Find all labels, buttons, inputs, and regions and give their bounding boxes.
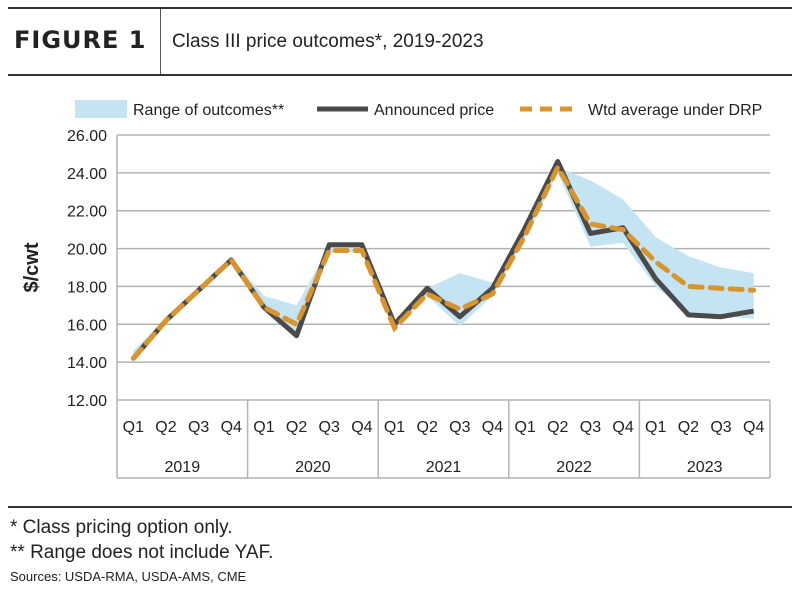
x-tick-label: Q3 <box>710 419 731 436</box>
y-tick-label: 12.00 <box>67 393 107 410</box>
legend-label-announced: Announced price <box>374 102 494 119</box>
legend-label-drp: Wtd average under DRP <box>588 102 762 119</box>
footnote-class-pricing: * Class pricing option only. <box>10 517 233 538</box>
y-tick-label: 14.00 <box>67 355 107 372</box>
chart: 12.00 14.00 16.00 18.00 20.00 22.00 24.00 26.00… <box>21 100 771 479</box>
x-tick-label: Q2 <box>417 419 438 436</box>
x-tick-label: Q2 <box>678 419 699 436</box>
figure-title: Class III price outcomes*, 2019-2023 <box>172 31 484 52</box>
y-tick-label: 24.00 <box>67 166 107 183</box>
header-rule <box>8 74 792 76</box>
x-tick-label: Q1 <box>514 419 535 436</box>
y-tick-label: 18.00 <box>67 279 107 296</box>
x-tick-label: Q4 <box>482 419 503 436</box>
year-label: 2021 <box>426 459 462 476</box>
range-band <box>133 167 754 363</box>
x-tick-label: Q2 <box>155 419 176 436</box>
x-tick-label: Q4 <box>221 419 242 436</box>
y-axis-label: $/cwt <box>21 242 43 292</box>
footnotes: * Class pricing option only. ** Range do… <box>10 515 273 584</box>
x-tick-label: Q1 <box>253 419 274 436</box>
x-tick-label: Q3 <box>319 419 340 436</box>
sources: Sources: USDA-RMA, USDA-AMS, CME <box>10 569 247 584</box>
x-tick-label: Q1 <box>123 419 144 436</box>
x-tick-label: Q1 <box>384 419 405 436</box>
year-label: 2019 <box>165 459 201 476</box>
y-tick-label: 16.00 <box>67 317 107 334</box>
year-label: 2020 <box>295 459 331 476</box>
x-tick-label: Q4 <box>612 419 633 436</box>
footnote-range: ** Range does not include YAF. <box>10 542 274 563</box>
x-tick-label: Q4 <box>351 419 372 436</box>
legend-label-range: Range of outcomes** <box>133 102 284 119</box>
x-tick-label: Q2 <box>286 419 307 436</box>
footer-rule <box>8 506 792 508</box>
x-tick-label: Q3 <box>188 419 209 436</box>
figure-label: FIGURE 1 <box>14 26 147 54</box>
legend-swatch-range <box>75 100 127 118</box>
x-tick-label: Q2 <box>547 419 568 436</box>
x-tick-label: Q1 <box>645 419 666 436</box>
x-tick-label: Q4 <box>743 419 764 436</box>
drp-average-line <box>130 161 757 361</box>
header-divider <box>160 9 161 75</box>
x-tick-label: Q3 <box>580 419 601 436</box>
year-label: 2022 <box>556 459 592 476</box>
year-label: 2023 <box>687 459 723 476</box>
x-tick-label: Q3 <box>449 419 470 436</box>
top-rule <box>8 7 792 9</box>
y-tick-label: 22.00 <box>67 204 107 221</box>
y-tick-label: 20.00 <box>67 242 107 259</box>
y-tick-label: 26.00 <box>67 128 107 145</box>
